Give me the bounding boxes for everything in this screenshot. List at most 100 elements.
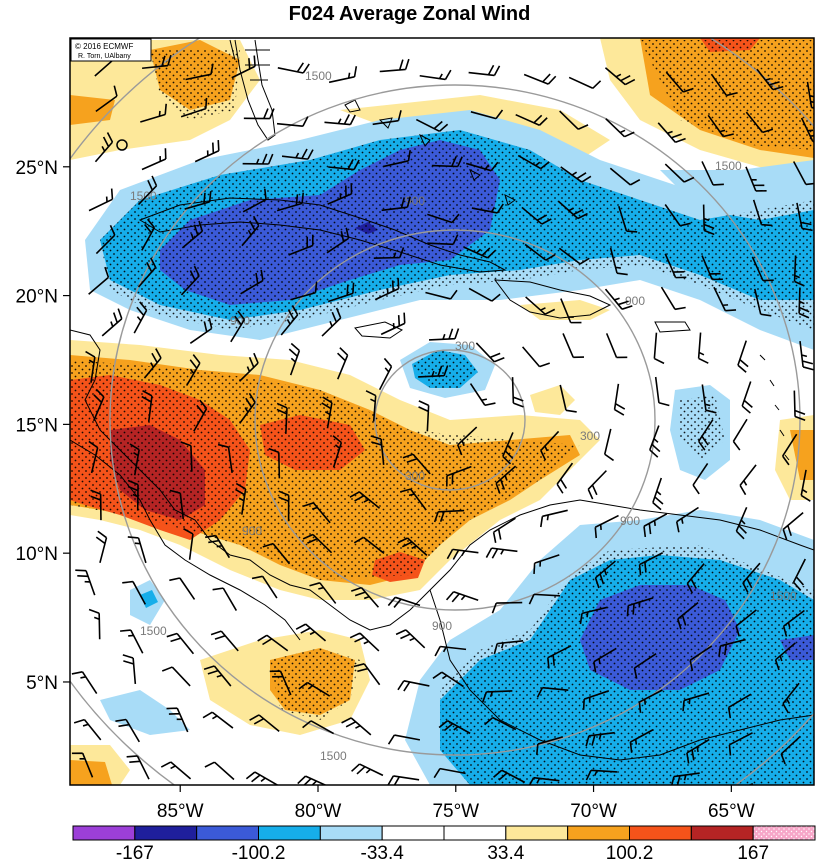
wind-barb xyxy=(799,341,814,371)
wind-barb xyxy=(689,645,713,672)
lat-label: 25°N xyxy=(16,158,58,179)
wind-barb xyxy=(471,203,504,214)
colorbar-tick-label: -100.2 xyxy=(232,843,286,862)
colorbar-swatch xyxy=(258,825,321,841)
wind-barb xyxy=(302,720,335,735)
latitude-labels: 25°N 20°N 15°N 10°N 5°N xyxy=(16,158,70,694)
wind-barb xyxy=(468,64,501,77)
wind-barb xyxy=(745,166,767,192)
wind-barb xyxy=(798,287,810,319)
wind-barb xyxy=(203,665,232,687)
wind-barb xyxy=(664,163,695,183)
wind-barb xyxy=(559,384,577,413)
wind-barb xyxy=(370,435,385,465)
wind-barb xyxy=(397,680,430,692)
wind-barb xyxy=(328,66,358,84)
wind-barb xyxy=(756,68,784,91)
wind-barb xyxy=(445,465,472,487)
wind-barb xyxy=(587,470,607,500)
wind-barb xyxy=(185,354,201,386)
wind-barb xyxy=(349,632,380,652)
lon-label: 70°W xyxy=(570,801,617,822)
colorbar-swatch xyxy=(752,825,816,841)
wind-barb xyxy=(547,645,572,669)
wind-barb xyxy=(395,629,426,649)
wind-barb xyxy=(739,464,757,496)
wind-barb xyxy=(193,399,208,432)
wind-barb xyxy=(770,787,799,814)
wind-barb xyxy=(515,113,548,126)
wind-barb xyxy=(752,199,773,227)
wind-barb xyxy=(594,560,616,589)
wind-barb xyxy=(470,109,504,120)
wind-barb xyxy=(713,286,737,312)
wind-barb xyxy=(728,732,753,756)
wind-barb xyxy=(379,58,410,73)
wind-barb xyxy=(242,188,267,213)
wind-barb xyxy=(604,288,633,310)
wind-barb xyxy=(231,55,256,79)
contour-label: 1500 xyxy=(140,624,167,638)
wind-barb xyxy=(400,488,427,511)
wind-barb xyxy=(243,108,275,120)
wind-barb xyxy=(302,533,333,554)
wind-barb xyxy=(484,716,517,731)
wind-barb xyxy=(528,593,560,605)
wind-barb xyxy=(276,116,309,128)
colorbar-swatch xyxy=(319,825,383,841)
wind-barb xyxy=(782,609,805,637)
map-title: F024 Average Zonal Wind xyxy=(288,3,531,25)
wind-barb xyxy=(735,609,757,637)
colorbar: -167 -100.2 -33.4 33.4 100.2 167 xyxy=(72,825,816,862)
wind-barb xyxy=(137,257,157,288)
wind-barb xyxy=(183,528,194,560)
colorbar-swatch xyxy=(443,825,507,841)
wind-barb xyxy=(326,227,350,254)
wind-barb xyxy=(502,432,514,465)
wind-barb xyxy=(122,654,137,685)
wind-barb xyxy=(660,286,686,311)
wind-barb xyxy=(166,632,195,655)
wind-barb xyxy=(540,430,560,461)
wind-barb xyxy=(276,192,305,212)
wind-barb xyxy=(277,62,310,74)
wind-barb xyxy=(204,761,235,781)
wind-barb xyxy=(268,447,281,479)
wind-barb xyxy=(465,161,499,172)
colorbar-tick-label: 33.4 xyxy=(487,843,524,862)
wind-barb xyxy=(792,161,814,186)
wind-barb xyxy=(425,289,458,300)
wind-barb xyxy=(782,682,800,714)
wind-barb xyxy=(365,390,377,422)
colorbar-swatch xyxy=(567,825,631,841)
wind-barb xyxy=(457,426,478,456)
wind-barb xyxy=(428,328,460,341)
wind-barb xyxy=(321,307,342,337)
wind-barb xyxy=(806,81,814,111)
colorbar-tick-label: -167 xyxy=(116,843,154,862)
wind-barb xyxy=(133,301,148,334)
wind-barb xyxy=(605,118,635,138)
wind-barb xyxy=(71,671,98,695)
wind-barb xyxy=(101,308,123,337)
contour-label: 300 xyxy=(580,429,600,443)
wind-barb xyxy=(753,288,772,317)
wind-barb xyxy=(281,148,314,160)
wind-barb xyxy=(562,333,585,359)
contour-label: 1500 xyxy=(320,749,347,763)
wind-barb xyxy=(302,502,331,524)
wind-barb xyxy=(380,312,406,336)
wind-barb xyxy=(140,103,167,123)
wind-barb xyxy=(88,266,110,295)
wind-barb xyxy=(525,296,556,315)
wind-barbs xyxy=(71,48,814,814)
wind-shading xyxy=(70,38,814,785)
wind-barb xyxy=(491,601,523,614)
wind-barb xyxy=(796,202,813,232)
wind-barb xyxy=(735,506,748,540)
wind-barb xyxy=(242,153,274,165)
wind-barb xyxy=(137,175,158,206)
wind-barb xyxy=(202,711,234,729)
wind-barb xyxy=(523,73,557,85)
